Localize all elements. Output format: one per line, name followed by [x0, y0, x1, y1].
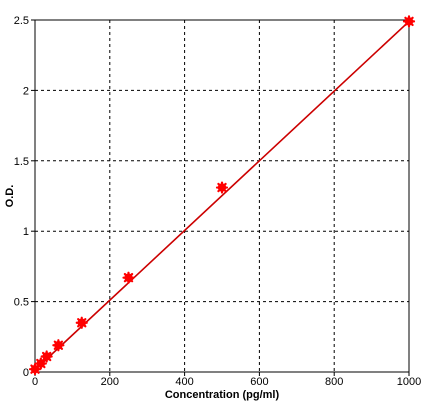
x-tick-label: 600: [250, 376, 268, 388]
y-tick-label: 0.5: [14, 297, 29, 309]
fit-line-layer: [34, 20, 410, 371]
data-point-rays: [402, 15, 416, 28]
x-tick-label: 0: [32, 376, 38, 388]
x-tick-label: 1000: [397, 376, 421, 388]
data-point: [402, 15, 416, 28]
data-point-rays: [28, 363, 42, 376]
data-point-rays: [122, 271, 135, 284]
data-point: [34, 357, 47, 370]
x-axis-title: Concentration (pg/ml): [165, 389, 280, 401]
tick-labels: 0 200 400 600 800 1000 0 0.5 1 1.5 2 2.5: [14, 15, 422, 388]
x-tick-label: 200: [101, 376, 119, 388]
data-point: [215, 181, 229, 194]
fit-line: [34, 20, 410, 371]
data-point: [122, 271, 135, 284]
data-points: [28, 15, 416, 376]
x-tick-label: 400: [175, 376, 193, 388]
data-point-rays: [40, 350, 53, 363]
data-point-rays: [34, 357, 47, 370]
x-tick-label: 800: [325, 376, 343, 388]
y-axis-title: O.D.: [4, 185, 16, 208]
y-tick-label: 0: [23, 367, 29, 379]
data-point: [52, 339, 65, 352]
data-point-rays: [215, 181, 229, 194]
plot-frame: [34, 19, 410, 373]
y-tick-label: 2.5: [14, 15, 29, 27]
y-tick-label: 2: [23, 85, 29, 97]
data-point-rays: [75, 316, 88, 329]
data-point: [75, 316, 88, 329]
axes: [31, 19, 410, 376]
grid: [35, 20, 409, 372]
y-tick-label: 1.5: [14, 156, 29, 168]
y-tick-label: 1: [23, 226, 29, 238]
data-point-rays: [52, 339, 65, 352]
data-point: [40, 350, 53, 363]
